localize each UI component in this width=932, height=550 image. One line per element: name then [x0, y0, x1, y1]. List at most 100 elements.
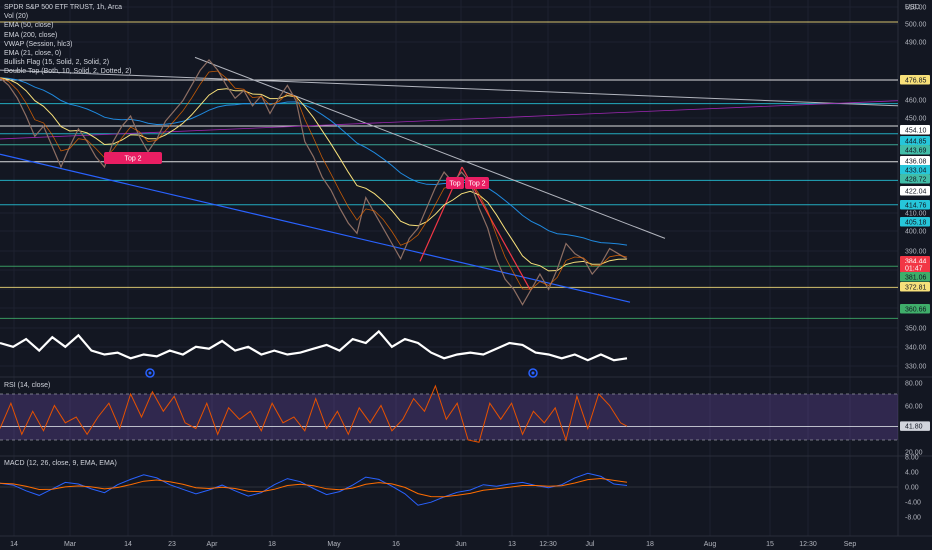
time-tick-14: 15 — [766, 541, 774, 548]
price-tick-13: 340.00 — [905, 345, 927, 352]
macd-tick-2: 0.00 — [905, 485, 919, 492]
price-badge-label-8: 414.76 — [905, 202, 927, 209]
pattern-badge-1 — [446, 177, 464, 189]
time-tick-7: 16 — [392, 541, 400, 548]
pattern-badge-2 — [465, 177, 489, 189]
legend-item-vol[interactable]: Vol (20) — [4, 13, 29, 21]
price-tick-12: 350.00 — [905, 326, 927, 333]
trendlines — [0, 56, 898, 303]
series-layer — [0, 58, 628, 506]
rsi-current-badge-label: 41.80 — [905, 424, 923, 431]
legend-item-ema200[interactable]: EMA (200, close) — [4, 31, 58, 39]
time-tick-11: Jul — [586, 541, 595, 548]
price-badge-label-1: 454.10 — [905, 127, 927, 134]
macd-tick-3: -4.00 — [905, 500, 921, 507]
trendline-top — [0, 69, 898, 107]
price-badge-label-4: 436.08 — [905, 158, 927, 165]
time-tick-12: 18 — [646, 541, 654, 548]
currency-label: USD — [905, 4, 920, 11]
price-badge-3 — [900, 145, 930, 155]
time-tick-2: 14 — [124, 541, 132, 548]
price-tick-2: 490.00 — [905, 40, 927, 47]
time-tick-15: 12:30 — [799, 541, 817, 548]
rsi-pane-label[interactable]: RSI (14, close) — [4, 382, 51, 389]
ema50-line — [0, 77, 628, 272]
price-badge-9 — [900, 217, 930, 227]
price-badge-12 — [900, 272, 930, 282]
time-axis[interactable]: 14 Mar 14 23 Apr 18 May 16 Jun 13 12:30 Jul 18 Aug 15 1… — [10, 541, 856, 548]
macd-tick-1: 4.00 — [905, 470, 919, 477]
rsi-tick-0: 80.00 — [905, 381, 923, 388]
price-line — [0, 58, 628, 306]
rsi-current-badge — [900, 421, 930, 431]
rsi-band-fill — [0, 394, 898, 440]
price-axis[interactable]: USD510.00500.00490.00470.00460.00450.004… — [900, 4, 930, 522]
legend-item-vwap[interactable]: VWAP (Session, hlc3) — [4, 40, 73, 48]
price-badge-label-5: 433.04 — [905, 167, 927, 174]
price-badge-label-11: 01:47 — [905, 265, 923, 272]
price-badge-label-10: 384.44 — [905, 258, 927, 265]
price-badge-label-9: 405.18 — [905, 219, 927, 226]
price-tick-6: 410.00 — [905, 211, 927, 218]
price-badge-13 — [900, 282, 930, 292]
pattern-label-0: Top 2 — [124, 156, 141, 163]
event-marker-0 — [145, 368, 155, 378]
price-badge-0 — [900, 75, 930, 85]
macd-tick-4: -8.00 — [905, 515, 921, 522]
price-badge-1 — [900, 125, 930, 135]
macd-tick-0: 8.00 — [905, 455, 919, 462]
macd-pane-label[interactable]: MACD (12, 26, close, 9, EMA, EMA) — [4, 460, 117, 467]
volume-line — [0, 329, 628, 362]
price-badge-6 — [900, 174, 930, 184]
event-marker-dot-1 — [531, 371, 535, 375]
time-tick-1: Mar — [64, 541, 77, 548]
time-tick-4: Apr — [207, 541, 219, 548]
macd-line — [0, 472, 628, 506]
time-tick-5: 18 — [268, 541, 276, 548]
time-tick-8: Jun — [455, 541, 466, 548]
price-tick-7: 400.00 — [905, 229, 927, 236]
pattern-label-1: Top — [449, 181, 460, 188]
legend-item-double-top[interactable]: Double Top (Both, 10, Solid, 2, Dotted, … — [4, 68, 132, 76]
price-badge-14 — [900, 304, 930, 314]
rsi-tick-2: 20.00 — [905, 450, 923, 457]
trendline-support — [0, 153, 631, 303]
price-tick-14: 330.00 — [905, 364, 927, 371]
time-tick-3: 23 — [168, 541, 176, 548]
rsi-tick-1: 60.00 — [905, 404, 923, 411]
grid-layer — [0, 0, 932, 537]
pattern-label-2: Top 2 — [468, 181, 485, 188]
rsi-band — [0, 393, 898, 488]
price-badge-label-12: 381.06 — [905, 274, 927, 281]
legend-symbol[interactable]: SPDR S&P 500 ETF TRUST, 1h, Arca — [4, 4, 123, 11]
price-tick-5: 450.00 — [905, 116, 927, 123]
price-badge-label-13: 372.81 — [905, 284, 927, 291]
price-badge-11 — [900, 263, 930, 273]
horizontal-levels — [0, 21, 898, 319]
price-badge-label-3: 443.69 — [905, 147, 927, 154]
rsi-line — [0, 384, 628, 443]
legend-item-bullish-flag[interactable]: Bullish Flag (15, Solid, 2, Solid, 2) — [4, 59, 110, 67]
price-tick-0: 510.00 — [905, 5, 927, 12]
price-badge-label-14: 360.66 — [905, 306, 927, 313]
event-marker-dot-0 — [148, 371, 152, 375]
price-badge-4 — [900, 156, 930, 166]
event-marker-1 — [528, 368, 538, 378]
chart-legend: SPDR S&P 500 ETF TRUST, 1h, Arca Vol (20… — [4, 3, 132, 77]
pattern-badge-0 — [104, 152, 162, 164]
time-tick-10: 12:30 — [539, 541, 557, 548]
legend-item-ema21[interactable]: EMA (21, close, 0) — [4, 50, 62, 58]
macd-signal-line — [0, 477, 628, 498]
price-badge-label-2: 444.85 — [905, 138, 927, 145]
time-tick-13: Aug — [704, 541, 717, 548]
trendline-purple — [0, 100, 898, 140]
time-tick-0: 14 — [10, 541, 18, 548]
price-badge-label-7: 422.04 — [905, 188, 927, 195]
pattern-labels: Top 2 Top Top 2 — [104, 152, 489, 189]
price-tick-8: 390.00 — [905, 249, 927, 256]
ema200-line — [0, 77, 628, 246]
legend-item-ema50[interactable]: EMA (50, close) — [4, 22, 54, 30]
trendline-resistance — [194, 56, 666, 239]
